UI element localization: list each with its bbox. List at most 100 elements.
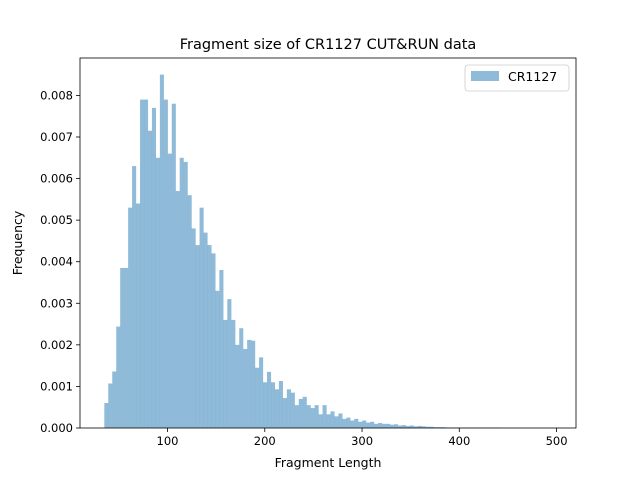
histogram-bar: [374, 423, 379, 428]
histogram-bar: [104, 403, 109, 428]
histogram-bar: [147, 130, 153, 428]
y-tick-label: 0.001: [40, 379, 73, 393]
histogram-bar: [191, 228, 196, 428]
histogram-bar: [120, 267, 125, 428]
histogram-bar: [223, 319, 228, 428]
histogram-bar: [187, 195, 192, 428]
histogram-bar: [306, 405, 311, 428]
chart-title: Fragment size of CR1127 CUT&RUN data: [180, 37, 477, 53]
histogram-bar: [417, 425, 422, 428]
x-tick-label: 200: [254, 434, 276, 448]
histogram-bar: [195, 245, 200, 428]
histogram-bar: [437, 427, 442, 428]
histogram-bar: [413, 426, 418, 428]
histogram-bar: [128, 207, 133, 428]
histogram-bar: [405, 425, 410, 428]
histogram-bar: [159, 74, 164, 428]
y-axis-label: Frequency: [10, 210, 25, 275]
histogram-bar: [267, 371, 272, 428]
histogram-bar: [286, 389, 291, 428]
x-axis: 100 200 300 400 500: [157, 428, 568, 448]
histogram-bar: [397, 425, 403, 428]
histogram-bar: [259, 357, 264, 428]
histogram-bar: [350, 420, 355, 428]
histogram-bars: [104, 74, 502, 429]
y-tick-label: 0.004: [40, 255, 73, 269]
histogram-bar: [409, 425, 414, 428]
y-tick-label: 0.003: [40, 296, 73, 310]
histogram-bar: [199, 207, 204, 428]
histogram-bar: [393, 424, 399, 428]
histogram-bar: [358, 421, 363, 428]
histogram-bar: [243, 349, 248, 428]
y-tick-label: 0.008: [40, 88, 73, 102]
histogram-bar: [382, 423, 387, 428]
histogram-bar: [255, 367, 260, 428]
histogram-bar: [441, 427, 446, 428]
y-tick-label: 0.000: [40, 421, 73, 435]
histogram-bar: [247, 339, 252, 428]
histogram-bar: [346, 417, 351, 428]
histogram-bar: [429, 426, 434, 428]
x-tick-label: 300: [351, 434, 373, 448]
histogram-bar: [183, 161, 188, 428]
x-axis-label: Fragment Length: [275, 455, 382, 470]
histogram-bar: [151, 107, 156, 429]
histogram-bar: [155, 157, 160, 429]
histogram-bar: [203, 232, 208, 428]
histogram-bar: [338, 413, 343, 428]
histogram-bar: [132, 166, 137, 428]
histogram-bar: [239, 328, 244, 428]
histogram-bar: [362, 420, 367, 428]
histogram-bar: [310, 408, 315, 428]
histogram-bar: [219, 270, 224, 428]
histogram-bar: [227, 299, 232, 428]
y-tick-label: 0.005: [40, 213, 73, 227]
histogram-bar: [274, 389, 280, 428]
histogram-bar: [370, 421, 375, 428]
histogram-bar: [140, 99, 145, 429]
histogram-bar: [326, 414, 331, 428]
histogram-bar: [270, 382, 276, 428]
histogram-bar: [314, 405, 319, 428]
histogram-bar: [401, 425, 406, 428]
histogram-bar: [251, 340, 256, 428]
histogram-bar: [322, 405, 327, 428]
histogram-bar: [282, 398, 287, 428]
histogram-bar: [390, 424, 395, 428]
histogram-bar: [294, 405, 299, 428]
y-axis: 0.000 0.001 0.002 0.003 0.004 0.005 0.006 0.007…: [40, 88, 80, 435]
histogram-bar: [112, 371, 117, 428]
histogram-bar: [116, 326, 121, 428]
histogram-bar: [136, 203, 141, 428]
histogram-bar: [298, 398, 303, 428]
histogram-bar: [433, 427, 438, 428]
histogram-bar: [421, 426, 426, 428]
histogram-bar: [179, 157, 184, 429]
histogram-bar: [163, 99, 168, 429]
histogram-bar: [302, 396, 307, 428]
legend: CR1127: [464, 64, 570, 92]
histogram-bar: [290, 392, 295, 428]
y-tick-label: 0.002: [40, 338, 73, 352]
histogram-bar: [263, 382, 268, 428]
legend-swatch: [471, 71, 499, 81]
histogram-bar: [354, 418, 359, 428]
x-tick-label: 400: [448, 434, 470, 448]
histogram-bar: [167, 153, 172, 428]
histogram-bar: [211, 253, 216, 428]
histogram-bar: [171, 103, 176, 428]
histogram-bar: [342, 418, 347, 428]
plot-frame: [79, 57, 577, 429]
legend-label: CR1127: [508, 69, 557, 84]
y-tick-label: 0.007: [40, 130, 73, 144]
x-tick-label: 100: [157, 434, 179, 448]
histogram-bar: [425, 426, 430, 428]
histogram-bar: [207, 245, 212, 428]
histogram-bar: [386, 423, 391, 428]
histogram-bar: [124, 267, 129, 428]
histogram-bar: [143, 99, 149, 429]
x-tick-label: 500: [546, 434, 568, 448]
y-tick-label: 0.006: [40, 172, 73, 186]
